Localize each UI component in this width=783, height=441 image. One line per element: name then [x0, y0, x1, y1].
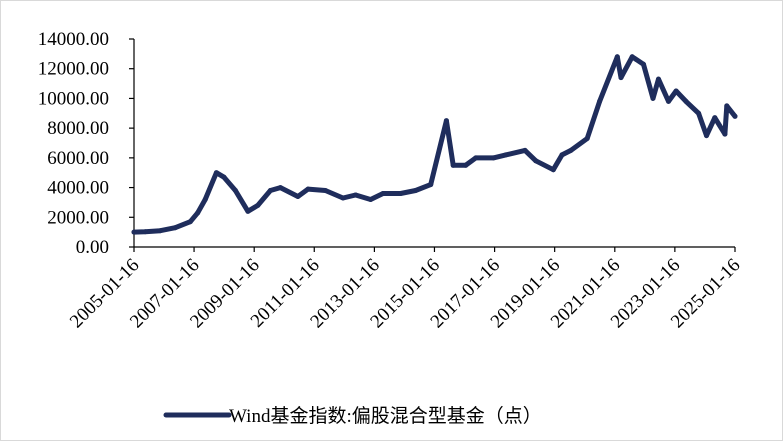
legend: Wind基金指数:偏股混合型基金（点）	[163, 405, 542, 427]
data-point	[584, 136, 590, 141]
data-point	[172, 225, 178, 231]
data-point	[195, 210, 201, 216]
data-point	[398, 191, 404, 196]
series-layer	[131, 54, 738, 235]
y-tick-label: 0.00	[76, 237, 109, 258]
data-point	[322, 188, 328, 193]
data-point	[221, 174, 227, 180]
data-point	[673, 88, 679, 94]
data-point	[712, 115, 718, 121]
data-point	[213, 170, 219, 176]
data-point	[722, 131, 728, 137]
data-point	[340, 195, 346, 201]
data-point	[533, 158, 539, 164]
data-point	[368, 197, 374, 202]
data-point	[473, 155, 479, 161]
data-point	[255, 202, 261, 208]
data-point	[732, 113, 738, 119]
data-point	[503, 152, 509, 158]
y-tick-label: 4000.00	[47, 178, 109, 199]
data-point	[232, 188, 238, 193]
data-point	[724, 103, 730, 109]
data-point	[614, 54, 620, 60]
data-point	[245, 208, 251, 214]
data-point	[629, 54, 635, 60]
data-point	[550, 167, 556, 173]
data-point	[559, 152, 565, 158]
x-axis: 2005-01-162007-01-162009-01-162011-01-16…	[66, 246, 745, 332]
data-point	[463, 162, 469, 168]
data-point	[202, 197, 208, 202]
data-point	[353, 192, 359, 198]
legend-label: Wind基金指数:偏股混合型基金（点）	[229, 405, 542, 427]
y-axis: 0.00 2000.00 4000.00 6000.00 8000.00 10000.00…	[38, 29, 135, 258]
data-point	[295, 194, 301, 199]
data-point	[696, 110, 702, 116]
y-tick-label: 14000.00	[38, 29, 109, 50]
data-point	[683, 98, 689, 104]
data-point	[305, 186, 311, 192]
series-line	[131, 54, 738, 235]
data-point	[450, 162, 456, 168]
data-point	[131, 229, 137, 235]
data-point	[380, 191, 386, 196]
y-tick-label: 10000.00	[38, 88, 109, 109]
data-point	[443, 118, 449, 124]
data-point	[187, 219, 193, 225]
data-point	[522, 147, 528, 153]
data-point	[428, 182, 434, 188]
data-point	[413, 188, 419, 193]
data-point	[650, 95, 656, 101]
data-point	[641, 61, 646, 67]
data-point	[267, 188, 273, 193]
y-tick-label: 8000.00	[47, 118, 109, 139]
data-point	[618, 75, 624, 81]
data-point	[490, 155, 496, 161]
y-tick-label: 6000.00	[47, 148, 109, 169]
data-point	[656, 76, 661, 82]
data-point	[666, 98, 671, 104]
data-point	[704, 133, 709, 139]
data-point	[142, 229, 148, 235]
data-point	[568, 147, 574, 153]
y-tick-label: 2000.00	[47, 207, 109, 228]
data-point	[277, 185, 283, 191]
data-point	[157, 228, 163, 234]
y-tick-label: 12000.00	[38, 59, 109, 80]
data-point	[597, 98, 603, 104]
